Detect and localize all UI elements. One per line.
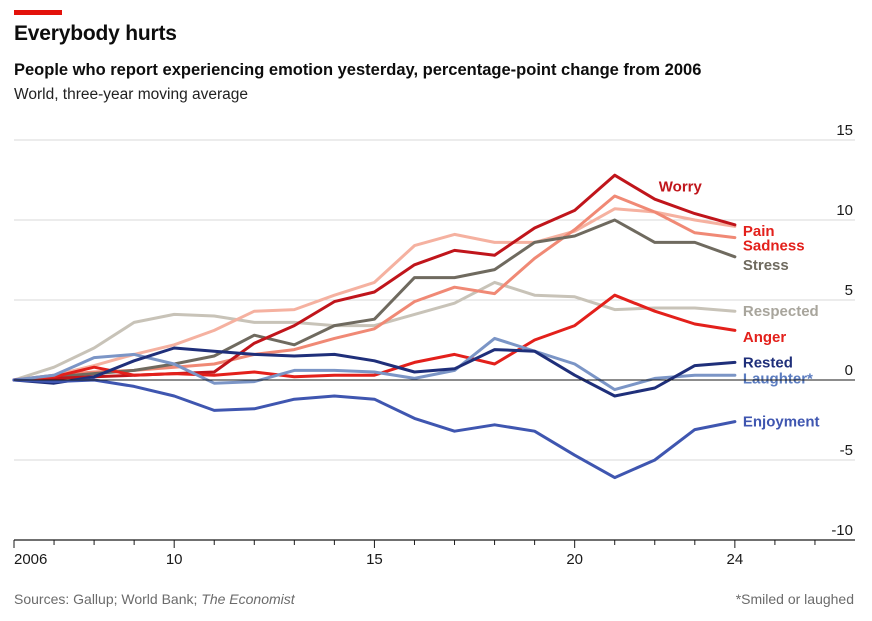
x-tick-label-2006: 2006: [14, 551, 47, 568]
series-line-pain: [12, 194, 737, 382]
y-tick-label--10: -10: [831, 522, 853, 539]
series-line-anger: [12, 293, 737, 382]
x-tick-label-2015: 15: [366, 551, 383, 568]
x-tick-label-2010: 10: [166, 551, 183, 568]
y-tick-label-10: 10: [836, 202, 853, 219]
y-tick-label--5: -5: [840, 442, 853, 459]
series-line-stress: [12, 218, 737, 382]
series-line-laughter: [12, 336, 737, 392]
chart-description: World, three-year moving average: [14, 86, 249, 103]
series-line-worry: [12, 173, 737, 382]
x-tick-label-2020: 20: [566, 551, 583, 568]
series-label-pain: Pain: [743, 223, 775, 240]
x-tick-label-2024: 24: [727, 551, 744, 568]
grid: [14, 139, 855, 461]
accent-bar: [14, 10, 62, 15]
axes: 15 10 5 0 -5 -10 2006 10 15 20 24: [13, 122, 855, 568]
sources-text: Sources: Gallup; World Bank;: [14, 591, 202, 607]
series-line-enjoyment: [12, 378, 737, 480]
series-label-laughter: Laughter*: [743, 370, 813, 387]
series-line-rested: [12, 346, 737, 398]
series-label-enjoyment: Enjoyment: [743, 414, 820, 431]
series-label-stress: Stress: [743, 257, 789, 274]
series-lines: [12, 173, 737, 480]
chart-subtitle: People who report experiencing emotion y…: [14, 61, 702, 79]
series-label-respected: Respected: [743, 303, 819, 320]
series-line-respected: [12, 280, 737, 382]
sources-note: Sources: Gallup; World Bank; The Economi…: [14, 591, 295, 607]
chart-title: Everybody hurts: [14, 22, 177, 45]
y-tick-label-5: 5: [845, 282, 853, 299]
y-tick-label-0: 0: [845, 362, 853, 379]
series-label-worry: Worry: [659, 178, 703, 195]
series-label-sadness: Sadness: [743, 238, 805, 255]
series-label-rested: Rested: [743, 354, 793, 371]
footnote: *Smiled or laughed: [735, 591, 854, 607]
series-label-anger: Anger: [743, 329, 787, 346]
sources-publisher: The Economist: [201, 591, 295, 607]
y-tick-label-15: 15: [836, 122, 853, 139]
